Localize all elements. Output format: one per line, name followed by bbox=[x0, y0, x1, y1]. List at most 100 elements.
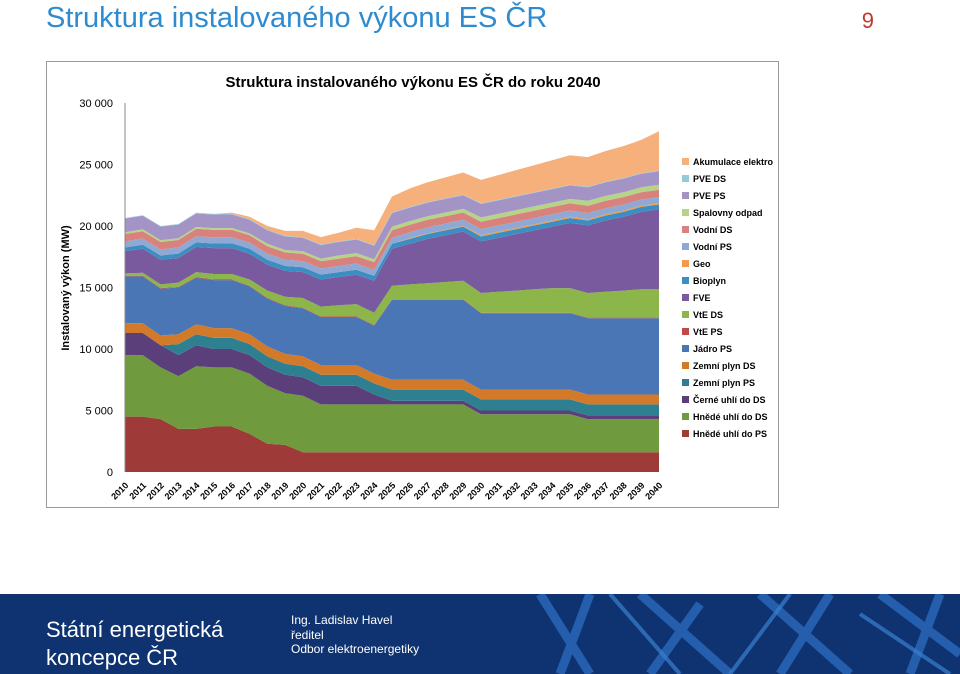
chart-legend: Akumulace elektro PVE DS PVE PS Spalovny od… bbox=[682, 157, 774, 439]
x-tick-label: 2022 bbox=[323, 480, 344, 501]
legend-swatch bbox=[682, 294, 689, 301]
legend-label: Jádro PS bbox=[693, 344, 732, 354]
x-tick-label: 2033 bbox=[519, 480, 540, 501]
legend-swatch bbox=[682, 158, 689, 165]
x-tick-label: 2012 bbox=[145, 480, 166, 501]
legend-label: VtE DS bbox=[693, 310, 723, 320]
person-role: ředitel bbox=[291, 627, 324, 642]
x-tick-label: 2010 bbox=[109, 480, 130, 501]
legend-label: Černé uhlí do DS bbox=[693, 394, 766, 405]
area-series-6 bbox=[125, 275, 659, 326]
slide-title: Struktura instalovaného výkonu ES ČR bbox=[46, 2, 548, 34]
x-tick-label: 2030 bbox=[465, 480, 486, 501]
y-tick-label: 5 000 bbox=[85, 406, 113, 418]
x-tick-label: 2020 bbox=[287, 480, 308, 501]
area-series-16 bbox=[125, 131, 659, 246]
legend-label: Vodní PS bbox=[693, 242, 732, 252]
x-tick-label: 2011 bbox=[127, 480, 148, 501]
area-series-8 bbox=[125, 209, 659, 313]
x-tick-label: 2019 bbox=[269, 480, 290, 501]
legend-swatch bbox=[682, 396, 689, 403]
x-tick-label: 2021 bbox=[305, 480, 326, 501]
area-series-1 bbox=[125, 355, 659, 453]
legend-label: Akumulace elektro bbox=[693, 157, 774, 167]
area-series-14 bbox=[125, 171, 659, 260]
legend-label: Geo bbox=[693, 259, 711, 269]
legend-swatch bbox=[682, 430, 689, 437]
x-tick-label: 2024 bbox=[358, 480, 379, 501]
x-tick-label: 2040 bbox=[643, 480, 664, 501]
legend-label: Zemní plyn DS bbox=[693, 361, 756, 371]
y-axis-label: Instalovaný výkon (MW) bbox=[60, 225, 72, 351]
x-tick-label: 2031 bbox=[483, 480, 504, 501]
y-tick-label: 25 000 bbox=[79, 160, 113, 172]
x-tick-label: 2015 bbox=[198, 480, 219, 501]
legend-swatch bbox=[682, 413, 689, 420]
area-series-5 bbox=[125, 276, 659, 395]
x-tick-label: 2029 bbox=[447, 480, 468, 501]
y-tick-label: 0 bbox=[107, 467, 113, 479]
legend-label: VtE PS bbox=[693, 327, 723, 337]
footer-bar: Státní energetická koncepce ČR Ing. Ladi… bbox=[0, 594, 960, 674]
legend-swatch bbox=[682, 311, 689, 318]
legend-swatch bbox=[682, 277, 689, 284]
x-tick-label: 2038 bbox=[608, 480, 629, 501]
legend-swatch bbox=[682, 175, 689, 182]
x-tick-label: 2028 bbox=[430, 480, 451, 501]
y-tick-label: 10 000 bbox=[79, 344, 113, 356]
area-series-2 bbox=[125, 333, 659, 420]
legend-swatch bbox=[682, 345, 689, 352]
y-axis-ticks: 0 5 000 10 000 15 000 20 000 25 000 30 000 bbox=[79, 98, 113, 479]
chart-container: Struktura instalovaného výkonu ES ČR do … bbox=[46, 61, 779, 508]
x-tick-label: 2035 bbox=[554, 480, 575, 501]
footer-person: Ing. Ladislav Havel ředitel Odbor elektr… bbox=[291, 613, 419, 657]
legend-swatch bbox=[682, 192, 689, 199]
legend-swatch bbox=[682, 209, 689, 216]
x-tick-label: 2017 bbox=[234, 480, 255, 501]
area-series-7 bbox=[125, 272, 659, 325]
page-number: 9 bbox=[861, 8, 874, 33]
x-axis-ticks: 2010201120122013201420152016201720182019… bbox=[109, 480, 664, 501]
footer-title-line1: Státní energetická bbox=[46, 617, 224, 642]
legend-swatch bbox=[682, 328, 689, 335]
legend-label: Zemní plyn PS bbox=[693, 378, 755, 388]
legend-swatch bbox=[682, 243, 689, 250]
legend-label: PVE DS bbox=[693, 174, 726, 184]
chart-title: Struktura instalovaného výkonu ES ČR do … bbox=[225, 73, 600, 91]
x-tick-label: 2037 bbox=[590, 480, 611, 501]
x-tick-label: 2025 bbox=[376, 480, 397, 501]
x-tick-label: 2036 bbox=[572, 480, 593, 501]
y-tick-label: 15 000 bbox=[79, 283, 113, 295]
x-tick-label: 2032 bbox=[501, 480, 522, 501]
x-tick-label: 2023 bbox=[341, 480, 362, 501]
footer-title-line2: koncepce ČR bbox=[46, 645, 179, 670]
x-tick-label: 2039 bbox=[625, 480, 646, 501]
y-tick-label: 20 000 bbox=[79, 221, 113, 233]
stacked-area-chart: Struktura instalovaného výkonu ES ČR do … bbox=[60, 73, 774, 502]
legend-label: Spalovny odpad bbox=[693, 208, 763, 218]
legend-swatch bbox=[682, 226, 689, 233]
person-name: Ing. Ladislav Havel bbox=[291, 613, 393, 627]
legend-swatch bbox=[682, 379, 689, 386]
legend-label: Vodní DS bbox=[693, 225, 732, 235]
area-series-4 bbox=[125, 323, 659, 405]
x-tick-label: 2013 bbox=[163, 480, 184, 501]
x-tick-label: 2034 bbox=[536, 480, 557, 501]
legend-label: Bioplyn bbox=[693, 276, 726, 286]
legend-label: PVE PS bbox=[693, 191, 726, 201]
legend-label: Hnědé uhlí do DS bbox=[693, 412, 768, 422]
person-department: Odbor elektroenergetiky bbox=[291, 642, 420, 656]
legend-label: FVE bbox=[693, 293, 711, 303]
y-tick-label: 30 000 bbox=[79, 98, 113, 110]
area-series-0 bbox=[125, 416, 659, 472]
x-tick-label: 2026 bbox=[394, 480, 415, 501]
decorative-pattern bbox=[536, 594, 960, 674]
x-tick-label: 2027 bbox=[412, 480, 433, 501]
footer-title: Státní energetická koncepce ČR bbox=[46, 616, 223, 672]
area-series-group bbox=[124, 103, 659, 472]
x-tick-label: 2014 bbox=[180, 480, 201, 501]
x-tick-label: 2018 bbox=[252, 480, 273, 501]
x-tick-label: 2016 bbox=[216, 480, 237, 501]
legend-swatch bbox=[682, 260, 689, 267]
legend-swatch bbox=[682, 362, 689, 369]
